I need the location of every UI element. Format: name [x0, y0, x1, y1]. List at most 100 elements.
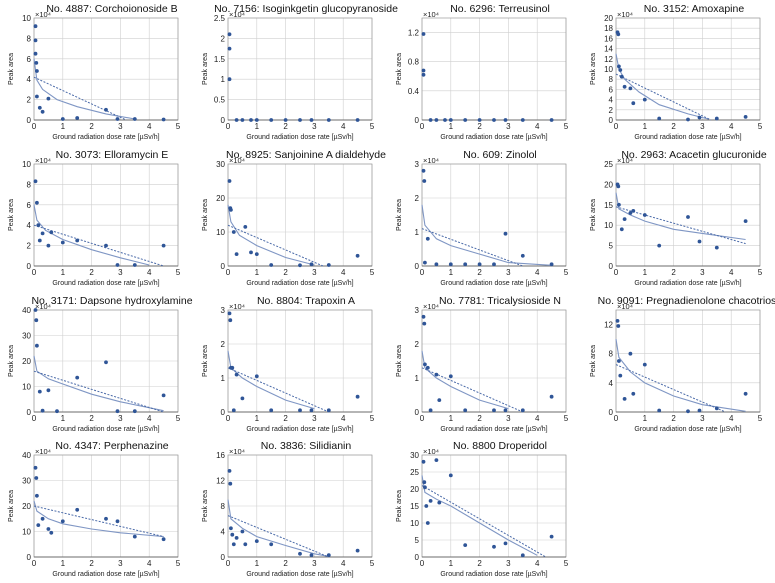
y-tick-label: 10	[22, 160, 31, 169]
x-axis-label: Ground radiation dose rate [µSv/h]	[634, 426, 741, 433]
data-point	[697, 115, 702, 120]
data-point	[326, 263, 331, 267]
x-tick-label: 4	[147, 414, 152, 423]
y-tick-label: 6	[27, 55, 32, 64]
data-point	[35, 69, 39, 73]
data-point	[421, 459, 426, 464]
data-point	[269, 118, 274, 122]
y-tick-label: 0	[221, 262, 226, 271]
data-point	[249, 250, 253, 255]
chart-panel: No. 8800 Droperidol ×10⁴ 0 1 2 3 4 5 0 5 10 15 20 25 3…	[388, 437, 582, 583]
exponent-label: ×10⁴	[35, 447, 51, 456]
data-point	[230, 365, 235, 370]
data-point	[697, 408, 702, 413]
data-point	[422, 321, 427, 326]
x-tick-label: 4	[147, 122, 152, 131]
y-tick-label: 1.2	[408, 29, 420, 38]
y-tick-label: 0	[609, 262, 614, 271]
data-point	[492, 408, 496, 413]
chart-title: No. 609: Zinolol	[463, 149, 537, 161]
data-point	[298, 408, 302, 413]
x-tick-label: 3	[506, 268, 511, 277]
data-point	[240, 529, 245, 534]
data-point	[437, 398, 442, 402]
data-point	[40, 231, 45, 236]
y-axis-label: Peak area	[8, 53, 15, 85]
chart-title: No. 2963: Acacetin glucuronide	[621, 149, 767, 161]
data-point	[309, 408, 314, 413]
y-axis-label: Peak area	[8, 490, 15, 522]
y-tick-label: 10	[604, 65, 613, 74]
fit-curve	[227, 350, 315, 410]
data-point	[36, 523, 41, 527]
y-axis-label: Peak area	[590, 199, 597, 231]
data-point	[243, 542, 248, 547]
x-tick-label: 3	[118, 414, 123, 423]
data-point	[234, 252, 239, 256]
data-point	[227, 32, 232, 37]
y-tick-label: 1	[415, 228, 420, 237]
chart-panel: No. 9091: Pregnadienolone chacotrioside ×…	[582, 292, 775, 438]
data-point	[36, 223, 41, 228]
chart-panel: No. 3171: Dapsone hydroxylamine ×10⁴ 0 1 2 3 4…	[0, 292, 194, 438]
x-tick-label: 0	[420, 414, 425, 423]
data-point	[686, 215, 690, 219]
fit-line	[421, 228, 523, 267]
y-tick-label: 25	[410, 468, 419, 477]
y-axis-label: Peak area	[396, 490, 403, 522]
x-tick-label: 2	[89, 414, 94, 423]
fit-line	[33, 76, 127, 121]
plot-frame	[615, 163, 761, 267]
y-tick-label: 0	[415, 408, 420, 417]
y-tick-label: 2	[609, 106, 614, 115]
y-tick-label: 18	[604, 24, 613, 33]
x-tick-label: 2	[89, 268, 94, 277]
data-point	[619, 74, 624, 79]
data-point	[35, 343, 39, 348]
data-point	[434, 118, 439, 122]
data-point	[309, 262, 314, 267]
x-tick-label: 1	[61, 414, 66, 423]
y-axis-label: Peak area	[396, 345, 403, 377]
data-point	[477, 118, 482, 122]
y-tick-label: 12	[604, 321, 613, 330]
y-tick-label: 4	[27, 221, 32, 230]
x-tick-label: 2	[283, 268, 288, 277]
x-tick-label: 3	[118, 122, 123, 131]
exponent-label: ×10⁴	[35, 302, 51, 311]
fit-curve	[33, 58, 135, 120]
data-point	[686, 117, 690, 122]
fit-curve	[615, 192, 746, 241]
data-point	[616, 324, 621, 328]
scatter-chart: No. 4347: Perphenazine ×10⁴ 0 1 2 3 4 5 0 10 20 30 4…	[8, 440, 181, 578]
x-tick-label: 1	[643, 122, 648, 131]
data-point	[631, 101, 636, 106]
data-point	[425, 236, 430, 241]
fit-line	[615, 73, 712, 121]
x-tick-label: 3	[506, 559, 511, 568]
x-axis-label: Ground radiation dose rate [µSv/h]	[52, 280, 159, 287]
x-tick-label: 4	[729, 268, 734, 277]
data-point	[104, 360, 108, 365]
fit-line	[33, 224, 164, 267]
data-point	[34, 318, 39, 323]
data-point	[628, 211, 633, 215]
x-tick-label: 4	[147, 268, 152, 277]
x-tick-label: 0	[32, 414, 37, 423]
data-point	[234, 372, 239, 377]
exponent-label: ×10⁴	[229, 156, 245, 165]
y-tick-label: 10	[22, 528, 31, 537]
data-point	[231, 230, 236, 234]
data-point	[115, 117, 120, 121]
fit-line	[227, 224, 324, 267]
y-tick-label: 25	[604, 160, 613, 169]
x-axis-label: Ground radiation dose rate [µSv/h]	[246, 426, 353, 433]
chart-panel: No. 8925: Sanjoinine A dialdehyde ×10⁴ 0 1 2…	[194, 146, 388, 292]
data-point	[35, 200, 39, 205]
data-point	[132, 263, 137, 267]
y-tick-label: 10	[22, 14, 31, 23]
data-point	[355, 253, 360, 258]
data-point	[37, 105, 42, 110]
chart-title: No. 8804: Trapoxin A	[257, 295, 355, 307]
x-tick-label: 0	[226, 414, 231, 423]
